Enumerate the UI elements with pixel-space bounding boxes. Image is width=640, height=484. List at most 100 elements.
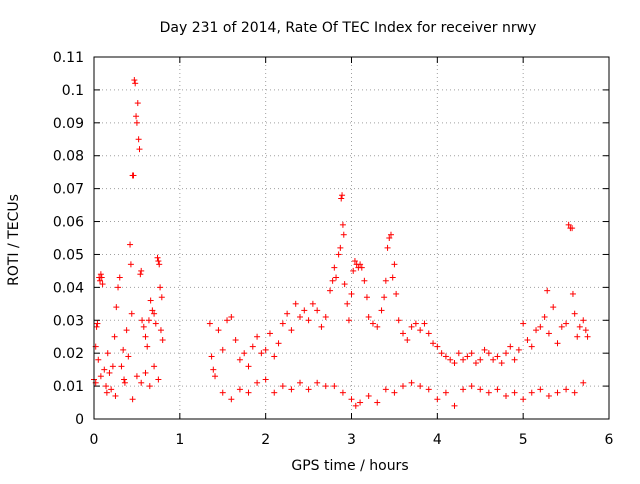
data-point bbox=[544, 287, 551, 294]
x-tick-label: 3 bbox=[347, 432, 356, 448]
data-point bbox=[528, 343, 535, 350]
data-point bbox=[136, 146, 143, 153]
data-point bbox=[580, 379, 587, 386]
data-point bbox=[241, 350, 248, 357]
data-point bbox=[305, 317, 312, 324]
data-point bbox=[149, 307, 156, 314]
data-point bbox=[147, 297, 154, 304]
data-point bbox=[103, 389, 110, 396]
data-point bbox=[139, 317, 146, 324]
data-point bbox=[563, 320, 570, 327]
data-point bbox=[305, 386, 312, 393]
data-point bbox=[104, 350, 111, 357]
x-tick-label: 5 bbox=[519, 432, 528, 448]
data-point bbox=[232, 337, 239, 344]
data-point bbox=[511, 389, 518, 396]
data-point bbox=[550, 304, 557, 311]
data-point bbox=[357, 261, 364, 268]
data-point bbox=[97, 271, 104, 278]
data-point bbox=[339, 192, 346, 199]
data-point bbox=[338, 195, 345, 202]
data-point bbox=[382, 386, 389, 393]
data-point bbox=[524, 337, 531, 344]
data-point bbox=[266, 330, 273, 337]
data-point bbox=[569, 290, 576, 297]
data-point bbox=[337, 244, 344, 251]
data-point bbox=[98, 274, 105, 281]
data-point bbox=[391, 389, 398, 396]
data-point bbox=[151, 363, 158, 370]
data-point bbox=[494, 386, 501, 393]
data-point bbox=[442, 353, 449, 360]
data-point bbox=[154, 254, 161, 261]
data-point bbox=[408, 379, 415, 386]
data-point bbox=[460, 356, 467, 363]
data-point bbox=[301, 307, 308, 314]
data-point bbox=[108, 386, 115, 393]
data-point bbox=[344, 300, 351, 307]
data-point bbox=[142, 369, 149, 376]
data-point bbox=[144, 343, 151, 350]
data-point bbox=[208, 353, 215, 360]
data-point bbox=[494, 353, 501, 360]
data-point bbox=[121, 376, 128, 383]
data-point bbox=[228, 396, 235, 403]
data-point bbox=[288, 327, 295, 334]
data-point bbox=[408, 323, 415, 330]
x-tick-label: 1 bbox=[175, 432, 184, 448]
data-point bbox=[382, 277, 389, 284]
data-point bbox=[584, 333, 591, 340]
data-point bbox=[157, 284, 164, 291]
data-point bbox=[481, 346, 488, 353]
data-point bbox=[94, 320, 101, 327]
data-point bbox=[520, 396, 527, 403]
data-point bbox=[554, 340, 561, 347]
data-point bbox=[358, 264, 365, 271]
data-point bbox=[135, 136, 142, 143]
data-point bbox=[425, 386, 432, 393]
data-point bbox=[140, 323, 147, 330]
data-point bbox=[314, 307, 321, 314]
data-point bbox=[322, 313, 329, 320]
data-point bbox=[275, 340, 282, 347]
data-point bbox=[318, 323, 325, 330]
data-point bbox=[138, 379, 145, 386]
y-tick-label: 0.08 bbox=[53, 149, 84, 165]
data-point bbox=[127, 241, 134, 248]
data-point bbox=[262, 346, 269, 353]
y-tick-label: 0 bbox=[75, 412, 84, 428]
data-point bbox=[485, 389, 492, 396]
data-point bbox=[340, 231, 347, 238]
data-point bbox=[421, 320, 428, 327]
data-point bbox=[309, 300, 316, 307]
data-point bbox=[350, 267, 357, 274]
data-point bbox=[374, 399, 381, 406]
data-point bbox=[314, 379, 321, 386]
data-point bbox=[112, 392, 119, 399]
data-point bbox=[331, 264, 338, 271]
data-point bbox=[228, 313, 235, 320]
data-point bbox=[254, 333, 261, 340]
y-tick-label: 0.07 bbox=[53, 182, 84, 198]
data-point bbox=[400, 330, 406, 337]
y-tick-label: 0.05 bbox=[53, 247, 84, 263]
data-point bbox=[101, 366, 108, 373]
data-point bbox=[472, 360, 479, 367]
data-point bbox=[236, 386, 243, 393]
data-point bbox=[369, 320, 376, 327]
data-point bbox=[537, 323, 544, 330]
data-point bbox=[97, 277, 104, 284]
y-tick-label: 0.03 bbox=[53, 313, 84, 329]
data-point bbox=[477, 386, 484, 393]
data-point bbox=[106, 369, 113, 376]
x-tick-label: 6 bbox=[605, 432, 614, 448]
data-point bbox=[116, 274, 123, 281]
data-point bbox=[563, 386, 570, 393]
data-point bbox=[468, 350, 475, 357]
data-point bbox=[417, 327, 424, 334]
data-point bbox=[425, 330, 432, 337]
data-point bbox=[284, 310, 291, 317]
data-point bbox=[271, 389, 278, 396]
data-point bbox=[515, 346, 522, 353]
